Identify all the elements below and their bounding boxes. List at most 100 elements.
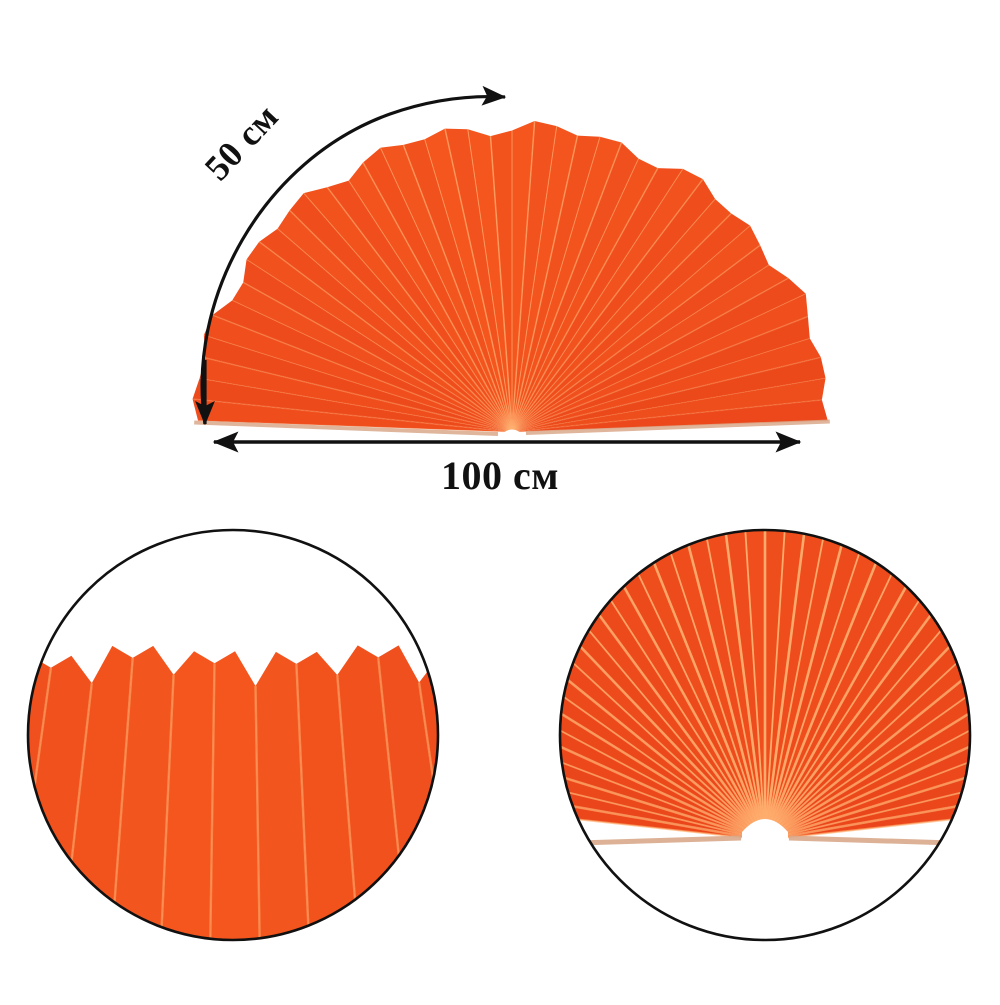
fan-crease: [511, 356, 822, 433]
detail-view-left: [0, 528, 510, 960]
fan-crease: [511, 244, 761, 433]
fan-crease: [232, 299, 513, 433]
detail-hub-crease: [560, 741, 766, 842]
fan-crease: [511, 136, 601, 433]
fan-crease: [511, 225, 751, 433]
fan-pleat: [277, 210, 512, 432]
detail-hub-crease: [560, 683, 766, 841]
detail-view-right: [558, 528, 972, 942]
fan-crease: [303, 192, 513, 433]
detail-pleat: [110, 645, 174, 940]
detail-hub-pleat: [765, 574, 970, 840]
detail-hub-pleat: [560, 616, 765, 840]
fan-pleat: [512, 158, 658, 432]
fan-pleat: [199, 357, 512, 432]
detail-crease: [417, 682, 438, 940]
detail-hub-pleat: [765, 562, 961, 840]
detail-hub-crease: [763, 551, 927, 841]
detail-hub-pleat: [560, 684, 765, 840]
detail-hub-crease: [622, 541, 766, 841]
detail-hub-pleat: [765, 601, 970, 840]
detail-crease: [460, 668, 510, 960]
detail-hub-crease: [764, 683, 970, 841]
detail-hub-crease: [764, 530, 869, 841]
fan-pleat: [512, 399, 828, 432]
fan-pleat: [192, 378, 513, 432]
fan-pleat: [512, 142, 639, 432]
detail-hub-pleat: [560, 648, 765, 840]
detail-hub-crease: [764, 648, 970, 841]
fan-crease: [511, 293, 806, 433]
fan-pleat: [192, 398, 513, 432]
fan-crease: [199, 377, 513, 433]
fan-crease: [348, 180, 513, 433]
fan-main-view: [192, 120, 830, 446]
fan-crease: [511, 198, 716, 433]
fan-pleat: [512, 316, 810, 432]
fan-pleat: [512, 378, 826, 432]
detail-hub-crease: [764, 741, 970, 842]
fan-crease: [402, 144, 513, 433]
fan-crease: [379, 147, 513, 433]
detail-hub-crease: [603, 551, 767, 841]
detail-hub-crease: [764, 665, 970, 842]
fan-pleat: [512, 265, 789, 432]
fan-pleat: [512, 293, 808, 432]
detail-hub-crease: [764, 701, 970, 842]
detail-hub-pleat: [765, 684, 970, 840]
fan-crease: [424, 139, 513, 433]
detail-hub-crease: [764, 561, 945, 841]
fan-crease: [467, 129, 513, 433]
fan-crease: [511, 158, 639, 433]
fan-pleat: [424, 128, 512, 432]
detail-pleat: [419, 655, 438, 940]
detail-hub-pleat: [623, 533, 765, 840]
fan-crease: [362, 162, 513, 433]
fan-pleat: [512, 245, 769, 432]
detail-hub-pleat: [765, 533, 907, 840]
detail-hub-crease: [763, 573, 962, 841]
detail-crease: [158, 674, 175, 940]
fan-crease: [326, 186, 513, 433]
detail-hub-crease: [743, 530, 766, 841]
fan-crease: [511, 120, 536, 433]
fan-crease: [277, 228, 513, 433]
detail-pleat: [378, 645, 438, 940]
fan-pleat: [512, 213, 751, 432]
detail-hub-crease: [763, 530, 850, 841]
fan-crease: [511, 142, 623, 433]
fan-crease: [198, 420, 513, 433]
fan-pleat: [348, 162, 512, 432]
dimension-arrows: [195, 85, 802, 453]
detail-hub-pleat: [560, 574, 765, 840]
detail-hub-pleat: [586, 551, 765, 840]
fan-crease: [212, 314, 513, 433]
detail-hub-crease: [764, 541, 908, 841]
fan-crease: [246, 259, 513, 433]
fan-pleat: [512, 357, 826, 432]
fan-crease: [511, 399, 822, 433]
detail-pivot-notch: [742, 819, 788, 880]
fan-pleat: [203, 335, 512, 432]
fan-pleat: [512, 198, 732, 432]
fan-pleat: [512, 338, 821, 432]
detail-hub-pleat: [765, 666, 970, 840]
fan-crease: [242, 281, 513, 433]
fan-crease: [511, 167, 659, 433]
detail-hub-pleat: [560, 601, 765, 840]
detail-hub-crease: [560, 761, 766, 841]
detail-hub-crease: [764, 721, 970, 841]
fan-crease: [192, 398, 513, 433]
detail-hub-crease: [560, 721, 766, 841]
fan-crease: [444, 128, 513, 433]
fan-crease: [289, 209, 513, 433]
detail-pleat: [210, 651, 260, 940]
detail-hub-pleat: [560, 587, 765, 840]
detail-crease: [0, 680, 10, 960]
detail-crease: [295, 663, 312, 940]
fan-crease: [203, 334, 513, 433]
fan-crease: [511, 135, 579, 433]
fan-pleat: [246, 241, 512, 432]
